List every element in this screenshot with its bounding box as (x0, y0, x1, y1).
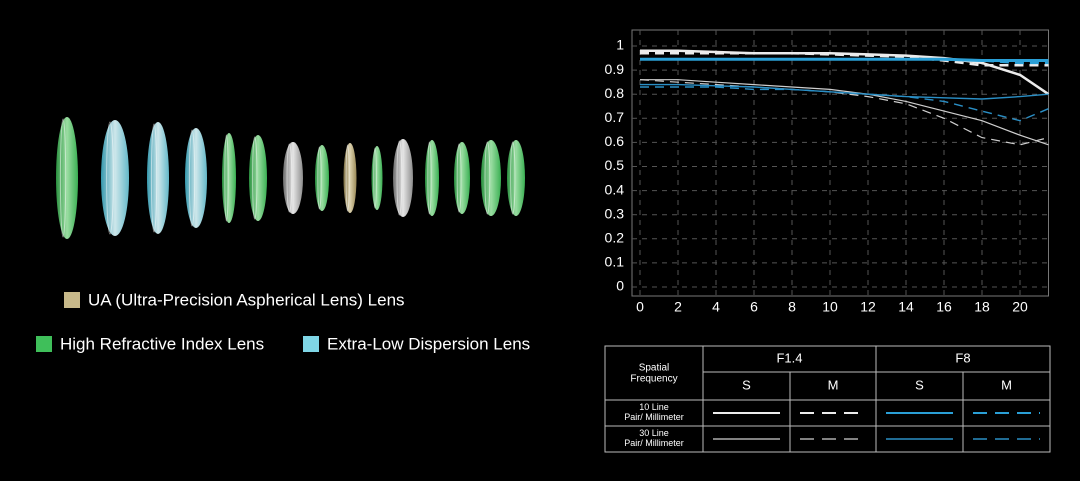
lens-edge (317, 146, 322, 210)
table-label: 30 Line Pair/ Millimeter (624, 428, 684, 448)
x-tick-label: 2 (674, 299, 682, 315)
table-label: Spatial Frequency (630, 362, 677, 384)
legend-swatch (64, 292, 80, 308)
aperture-label: F8 (955, 350, 970, 365)
lens-edge (188, 129, 196, 227)
y-tick-label: 0.3 (605, 205, 625, 221)
lens-edge (286, 143, 293, 213)
y-tick-label: 0.9 (605, 61, 625, 77)
legend-table: Spatial Frequency F1.4 F8 S M S M 10 Line Pair/ M… (604, 345, 1051, 453)
lens (315, 145, 329, 211)
mtf-line (640, 83, 1049, 100)
lens-edge (345, 144, 350, 212)
x-tick-label: 10 (822, 299, 838, 315)
lens-edge (396, 140, 403, 216)
x-tick-label: 18 (974, 299, 990, 315)
lens-edge (106, 121, 114, 235)
y-tick-label: 0.7 (605, 109, 625, 125)
lens (343, 143, 357, 213)
mtf-chart: 00.10.20.30.40.50.60.70.80.910 2 4 6 8 10 12 14… (605, 29, 1050, 315)
lens (101, 120, 129, 236)
y-tick-label: 0.8 (605, 85, 625, 101)
lens-legend: UA (Ultra-Precision Aspherical Lens) Len… (36, 290, 530, 353)
y-tick-label: 0.6 (605, 133, 625, 149)
lens (56, 117, 78, 239)
lens (147, 122, 169, 234)
lens (507, 140, 525, 216)
lens (393, 139, 413, 217)
y-tick-label: 0 (616, 278, 624, 294)
y-tick-label: 0.5 (605, 157, 625, 173)
table-label: 10 Line Pair/ Millimeter (624, 402, 684, 422)
direction-label: S (915, 377, 924, 392)
lens (454, 142, 470, 214)
y-tick-label: 0.1 (605, 254, 625, 270)
lens (425, 140, 439, 216)
lens (222, 133, 236, 223)
legend-label: Extra-Low Dispersion Lens (327, 334, 530, 353)
lens-edge (484, 141, 491, 215)
lens-diagram (56, 117, 525, 239)
x-tick-label: 16 (936, 299, 952, 315)
mtf-line (640, 86, 1049, 122)
x-tick-label: 20 (1012, 299, 1028, 315)
lens-edge (456, 143, 462, 213)
lens-edge (510, 141, 516, 215)
y-tick-label: 0.4 (605, 181, 625, 197)
lens-edge (224, 134, 229, 222)
table-frame (604, 345, 1051, 453)
lens-edge (252, 136, 258, 220)
lens-edge (150, 123, 158, 233)
direction-label: S (742, 377, 751, 392)
legend-label: UA (Ultra-Precision Aspherical Lens) Len… (88, 290, 405, 309)
y-tick-label: 0.2 (605, 230, 625, 246)
lens-edge (427, 141, 432, 215)
legend-label: High Refractive Index Lens (60, 334, 264, 353)
aperture-label: F1.4 (776, 350, 802, 365)
x-tick-label: 14 (898, 299, 914, 315)
lens (249, 135, 267, 221)
direction-label: M (828, 377, 839, 392)
lens (283, 142, 303, 214)
x-tick-label: 12 (860, 299, 876, 315)
lens-edge (373, 147, 377, 209)
x-tick-label: 6 (750, 299, 758, 315)
mtf-line (640, 79, 1049, 146)
lens-edge (59, 118, 67, 238)
lens (185, 128, 207, 228)
direction-label: M (1001, 377, 1012, 392)
legend-swatch (36, 336, 52, 352)
legend-swatch (303, 336, 319, 352)
lens (481, 140, 501, 216)
x-tick-label: 0 (636, 299, 644, 315)
x-tick-label: 8 (788, 299, 796, 315)
mtf-line (640, 58, 1049, 65)
x-tick-label: 4 (712, 299, 720, 315)
mtf-line (640, 51, 1049, 67)
y-tick-label: 1 (616, 37, 624, 53)
plot-frame (631, 29, 1049, 297)
lens (371, 146, 383, 210)
